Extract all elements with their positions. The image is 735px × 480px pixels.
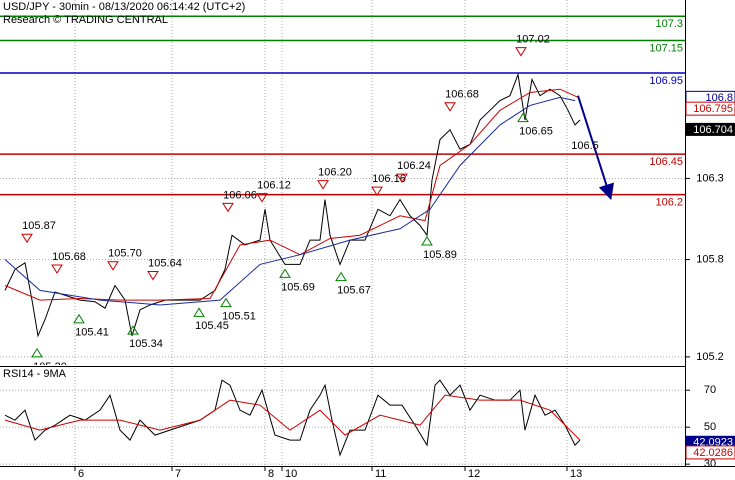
y-tick-label: 106.3 [696,172,724,184]
rsi-panel [0,368,685,466]
low-marker [193,307,205,317]
high-marker [51,264,63,274]
level-label: 106.95 [649,75,683,87]
low-marker [127,325,139,335]
axes: 6 7 8 10 11 12 13 106.3 105.8 105.2 107.3 107.15 106… [74,18,735,480]
high-label: 106.68 [445,89,479,101]
level-label: 107.3 [655,18,683,30]
target-label: 106.5 [571,140,599,152]
price-tag [685,101,735,116]
x-tick-label: 11 [375,468,386,480]
chart-title: USD/JPY - 30min - 08/13/2020 06:14:42 (U… [3,1,245,13]
price-tag-label: 42.0286 [693,447,733,459]
low-marker [335,271,347,282]
high-label: 107.02 [516,34,550,46]
high-marker [222,202,234,213]
low-label: 105.20 [33,361,67,373]
price-tag-label: 106.795 [693,103,733,115]
low-marker [220,297,232,308]
high-marker [107,261,119,271]
low-marker [73,313,85,324]
x-tick-label: 7 [175,468,181,480]
low-label: 105.41 [75,327,109,339]
high-label: 106.16 [372,173,406,185]
y-tick-label: 30 [704,458,716,470]
level-label: 106.45 [649,156,683,168]
high-label: 106.06 [223,189,257,201]
x-tick-label: 8 [268,468,274,480]
x-tick-label: 12 [468,468,480,480]
low-label: 105.89 [423,249,457,261]
low-label: 105.34 [129,338,163,350]
high-marker [515,47,527,57]
high-marker [396,173,408,184]
y-tick-label: 50 [704,421,716,433]
price-tag-label: 106.704 [693,124,733,136]
high-marker [256,193,268,203]
rsi-title: RSI14 - 9MA [3,368,67,380]
high-marker [444,102,456,112]
x-tick-label: 6 [78,468,84,480]
high-label: 105.68 [52,251,86,263]
y-tick-label: 105.2 [696,351,724,363]
series-line [4,88,579,301]
high-marker [147,271,159,281]
low-label: 105.45 [195,320,229,332]
x-tick-label: 13 [570,468,582,480]
low-label: 106.65 [519,126,553,138]
series-line [4,394,581,441]
low-label: 105.51 [222,311,256,323]
price-tag-label: 106.8 [705,92,733,104]
price-tag [685,445,735,460]
x-tick-label: 10 [285,468,297,480]
high-label: 105.87 [22,220,56,232]
y-tick-label: 105.8 [696,253,724,265]
low-marker [421,236,433,246]
high-label: 106.12 [257,180,291,192]
high-label: 105.70 [108,248,142,260]
series-line [4,72,581,338]
level-label: 107.15 [649,42,683,54]
chart-subtitle: Research © TRADING CENTRAL [3,14,168,26]
series-line [4,96,576,306]
high-marker [371,186,383,197]
low-marker [279,268,291,278]
high-marker [21,233,33,244]
high-label: 106.24 [397,160,431,172]
level-label: 106.2 [655,197,683,209]
low-marker [31,347,43,358]
price-tag [686,122,735,136]
high-label: 105.64 [148,257,182,269]
low-marker [517,112,529,123]
low-label: 105.69 [281,281,315,293]
low-label: 105.67 [337,285,371,297]
forecast-arrow [577,95,614,201]
y-tick-label: 70 [704,384,716,396]
high-label: 106.20 [318,167,352,179]
high-marker [317,180,329,190]
